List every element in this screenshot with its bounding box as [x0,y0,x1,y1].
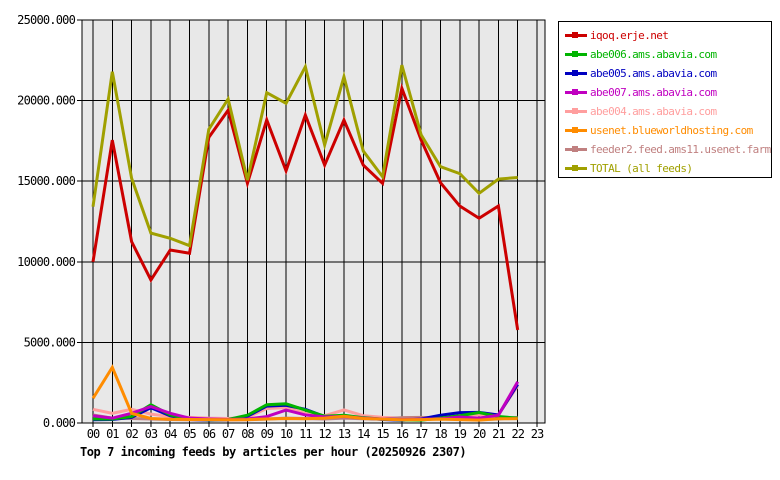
x-tick-label: 14 [357,427,370,441]
x-tick-label: 18 [434,427,447,441]
legend-entry: abe004.ams.abavia.com [559,102,771,121]
legend-line-sample [565,32,587,38]
legend-point-marker [572,51,578,57]
y-tick-label: 20000.000 [17,94,75,108]
legend-label: abe006.ams.abavia.com [590,48,717,61]
x-tick-label: 12 [318,427,331,441]
x-tick-label: 17 [415,427,428,441]
legend-entry: TOTAL (all feeds) [559,159,771,178]
legend-label: abe007.ams.abavia.com [590,86,717,99]
legend-entry: iqoq.erje.net [559,26,771,45]
y-tick-label: 5000.000 [24,335,76,349]
legend-point-marker [572,146,578,152]
legend-line-sample [565,127,587,133]
x-tick-label: 05 [183,427,196,441]
y-tick-label: 25000.000 [17,13,75,27]
legend-label: feeder2.feed.ams11.usenet.farm [590,143,771,156]
legend-point-marker [572,127,578,133]
y-tick-label: 10000.000 [17,255,75,269]
series-line-usenet-blueworldhosting-com [91,364,518,422]
x-tick-label: 06 [203,427,216,441]
legend-label: TOTAL (all feeds) [590,162,693,175]
x-tick-label: 22 [511,427,524,441]
legend-entry: abe007.ams.abavia.com [559,83,771,102]
x-tick-label: 21 [492,427,505,441]
x-tick-label: 01 [106,427,119,441]
x-tick-label: 19 [454,427,467,441]
x-tick-label: 00 [87,427,100,441]
legend-entry: feeder2.feed.ams11.usenet.farm [559,140,771,159]
legend-line-sample [565,51,587,57]
legend-line-sample [565,108,587,114]
legend: iqoq.erje.net abe006.ams.abavia.com abe005… [558,21,772,178]
x-tick-label: 03 [145,427,158,441]
legend-point-marker [572,89,578,95]
legend-point-marker [572,108,578,114]
x-tick-label: 13 [338,427,351,441]
chart-title: Top 7 incoming feeds by articles per hou… [80,445,467,459]
series-line-iqoq-erje-net [91,82,520,331]
x-tick-label: 04 [164,427,177,441]
legend-point-marker [572,32,578,38]
x-tick-label: 16 [396,427,409,441]
legend-entry: abe005.ams.abavia.com [559,64,771,83]
x-tick-label: 11 [299,427,312,441]
x-tick-label: 20 [473,427,486,441]
x-tick-label: 23 [531,427,544,441]
x-tick-label: 10 [280,427,293,441]
y-tick-label: 15000.000 [17,174,75,188]
legend-point-marker [572,165,578,171]
x-tick-label: 02 [125,427,138,441]
y-tick-label: 0.000 [43,416,76,430]
legend-label: iqoq.erje.net [590,29,669,42]
legend-line-sample [565,89,587,95]
x-tick-label: 15 [376,427,389,441]
legend-label: abe005.ams.abavia.com [590,67,717,80]
x-tick-label: 07 [222,427,235,441]
legend-line-sample [565,70,587,76]
plot-border [81,19,546,424]
x-tick-label: 09 [261,427,274,441]
plot-background [82,20,545,423]
legend-point-marker [572,70,578,76]
legend-label: abe004.ams.abavia.com [590,105,717,118]
legend-line-sample [565,165,587,171]
legend-label: usenet.blueworldhosting.com [590,124,753,137]
series-line-total-all-feeds- [91,62,518,248]
legend-line-sample [565,146,587,152]
legend-entry: usenet.blueworldhosting.com [559,121,771,140]
x-tick-label: 08 [241,427,254,441]
legend-entry: abe006.ams.abavia.com [559,45,771,64]
